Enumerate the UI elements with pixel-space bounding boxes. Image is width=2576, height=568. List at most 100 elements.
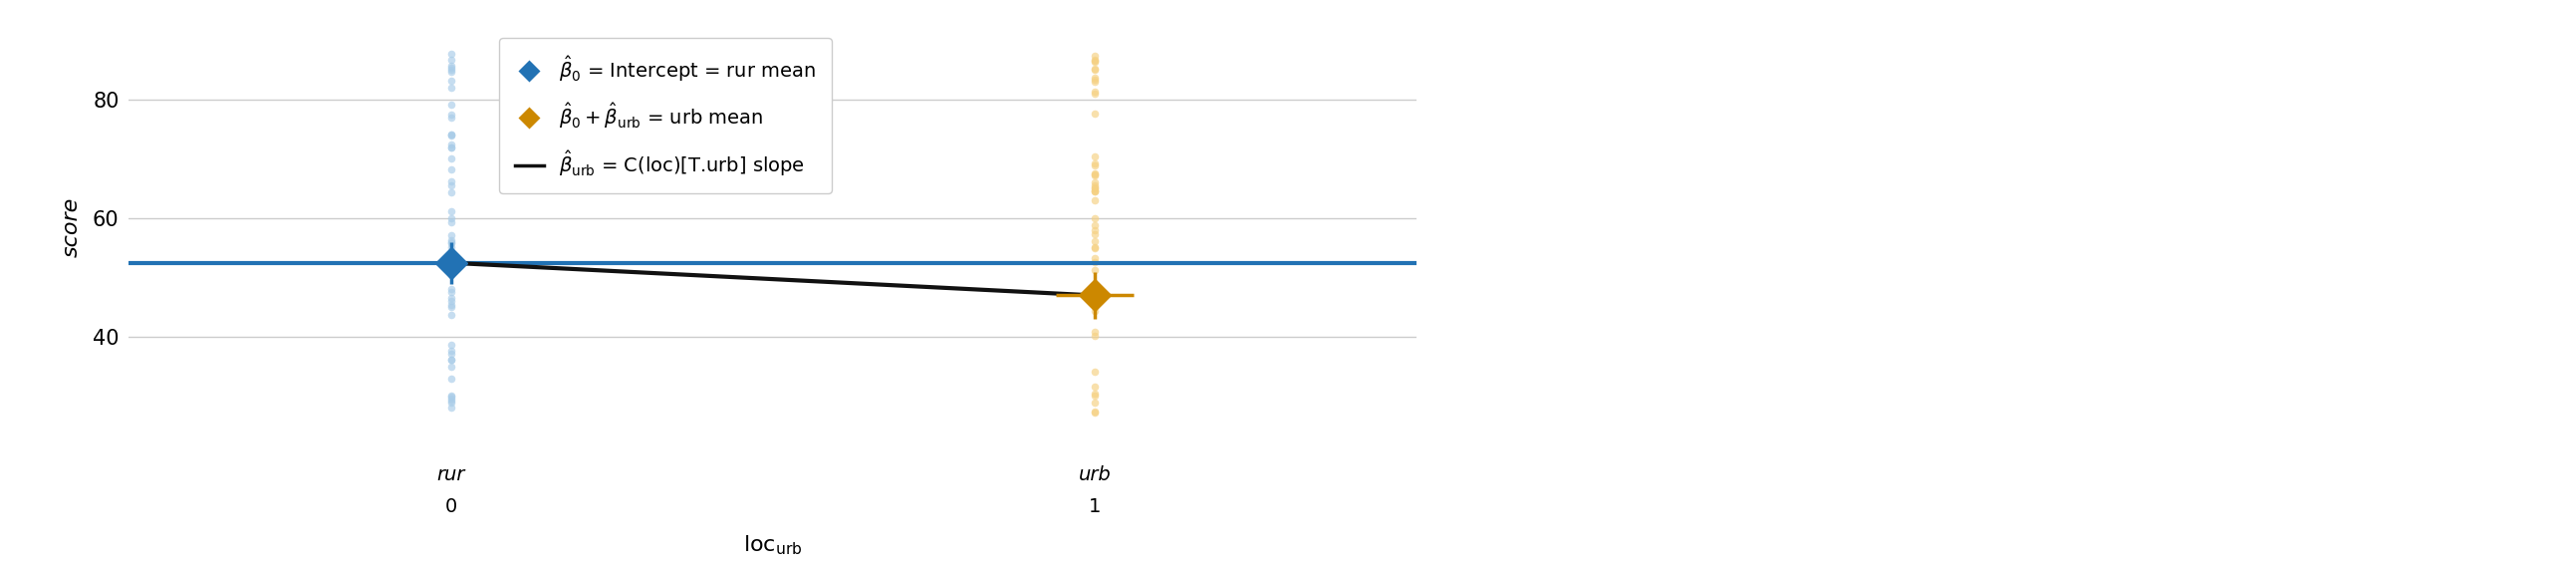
Point [430,243,471,252]
Point [430,296,471,306]
Point [430,65,471,74]
Point [1074,243,1115,252]
Point [1074,244,1115,253]
Point [430,396,471,406]
Point [430,394,471,403]
Point [430,374,471,383]
Point [430,100,471,109]
Point [1074,300,1115,310]
Point [1074,327,1115,336]
Point [1074,52,1115,61]
Point [1074,75,1115,84]
Point [430,131,471,140]
Point [1074,187,1115,196]
Point [1074,184,1115,193]
Point [1074,181,1115,190]
Text: urb: urb [1079,466,1110,485]
Point [430,287,471,296]
Point [1074,56,1115,65]
Point [430,165,471,174]
Point [430,259,471,268]
Point [430,177,471,186]
Point [430,391,471,400]
Point [430,130,471,139]
Point [1074,382,1115,391]
Point [1074,64,1115,73]
Point [430,140,471,149]
Point [430,188,471,197]
Point [1074,172,1115,181]
Point [1074,152,1115,161]
Point [430,231,471,240]
Point [430,403,471,412]
Point [430,110,471,119]
Point [430,214,471,223]
Point [1074,391,1115,400]
Point [1074,230,1115,239]
Point [1074,170,1115,179]
Point [430,49,471,59]
Point [1074,389,1115,398]
Point [1074,407,1115,416]
Point [1074,161,1115,170]
Point [1074,293,1115,302]
Point [1074,220,1115,229]
Point [430,113,471,122]
Point [1074,290,1115,299]
Point [1074,73,1115,82]
Point [430,63,471,72]
Text: 0: 0 [446,498,456,516]
Point [430,236,471,245]
Point [1074,195,1115,204]
Point [1074,289,1115,298]
Point [430,143,471,152]
Point [1074,185,1115,194]
Point [1074,183,1115,192]
Point [430,362,471,371]
Point [1074,66,1115,75]
Point [1074,237,1115,246]
Text: $\mathrm{loc}_{\mathrm{urb}}$: $\mathrm{loc}_{\mathrm{urb}}$ [742,533,804,557]
Point [430,181,471,190]
Point [430,253,471,262]
Point [430,340,471,349]
Point [1074,87,1115,96]
Point [430,285,471,294]
Point [430,83,471,92]
Point [1074,266,1115,275]
Point [1074,187,1115,196]
Y-axis label: score: score [62,197,82,257]
Point [1074,56,1115,65]
Point [430,293,471,302]
Legend: $\hat{\beta}_0$ = Intercept = rur mean, $\hat{\beta}_0 + \hat{\beta}_{\mathrm{ur: $\hat{\beta}_0$ = Intercept = rur mean, … [500,38,832,194]
Point [1074,214,1115,223]
Point [1074,109,1115,118]
Text: rur: rur [438,466,464,485]
Point [430,399,471,408]
Point [430,218,471,227]
Point [430,239,471,248]
Point [1074,77,1115,86]
Point [430,68,471,77]
Point [1074,254,1115,263]
Point [1074,225,1115,235]
Point [430,254,471,264]
Point [430,77,471,86]
Point [430,349,471,358]
Point [1074,367,1115,376]
Point [1074,57,1115,66]
Point [1074,408,1115,417]
Point [430,143,471,152]
Point [430,303,471,312]
Point [1074,159,1115,168]
Point [430,310,471,319]
Point [1074,89,1115,98]
Point [430,56,471,65]
Point [430,355,471,364]
Point [430,346,471,356]
Point [1074,169,1115,178]
Text: 1: 1 [1090,498,1100,516]
Point [1074,178,1115,187]
Point [430,261,471,270]
Point [430,61,471,70]
